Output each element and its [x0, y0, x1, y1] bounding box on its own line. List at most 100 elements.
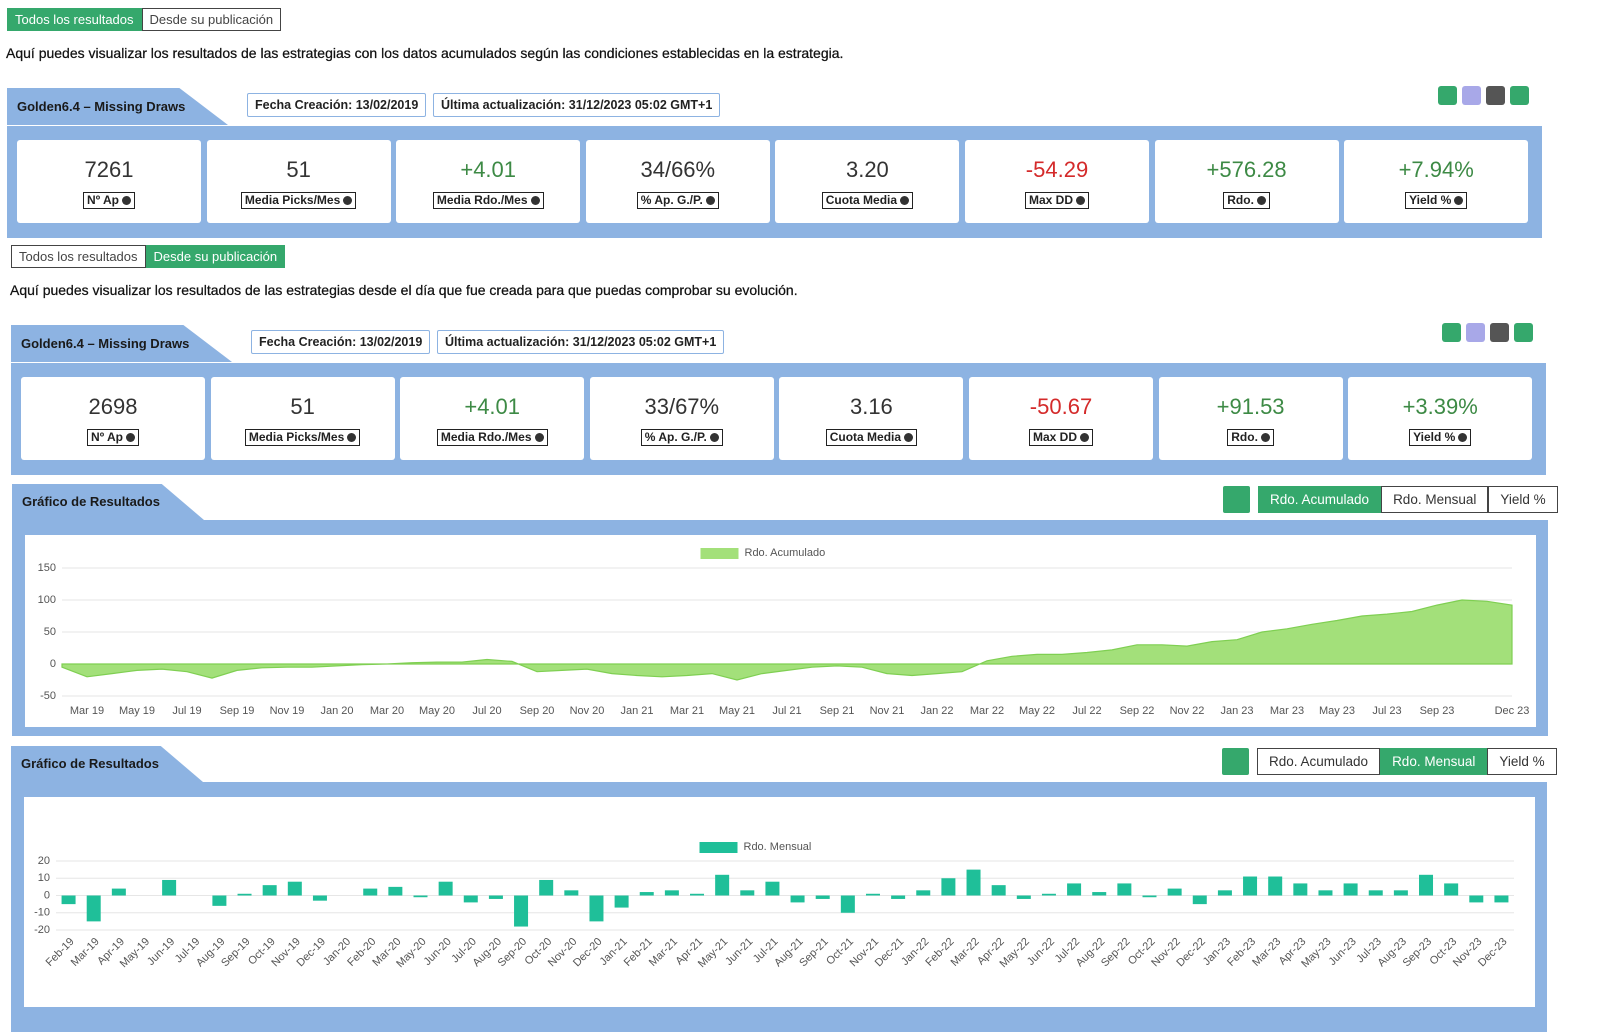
stat-label: Media Rdo./Mes	[432, 192, 544, 209]
stat-value: -54.29	[1025, 157, 1089, 182]
bar	[891, 895, 906, 899]
info-icon[interactable]	[530, 196, 540, 205]
stat-label: Nº Ap	[87, 429, 139, 446]
bar	[1393, 890, 1408, 896]
stat-value: 51	[286, 157, 311, 182]
x-tick-label: May 19	[119, 705, 155, 717]
bar	[312, 895, 327, 901]
info-icon[interactable]	[121, 196, 131, 205]
stat-box: +576.28 Rdo.	[1154, 140, 1339, 223]
chart: -50 0 50 100 150 Rdo. Acumulado Mar 19 May 19 Ju…	[25, 535, 1536, 727]
bar	[1469, 895, 1484, 903]
bar	[463, 895, 478, 903]
stat-label-text: Cuota Media	[829, 430, 902, 444]
bar	[941, 878, 956, 896]
y-tick-label: 10	[38, 872, 50, 884]
action-icon[interactable]	[1514, 323, 1533, 342]
x-tick-label: Jun-20	[422, 936, 454, 968]
intro-text: Aquí puedes visualizar los resultados de…	[10, 282, 798, 298]
action-icon[interactable]	[1486, 86, 1505, 105]
action-icon[interactable]	[1438, 86, 1457, 105]
bar	[438, 881, 453, 896]
info-icon[interactable]	[1260, 433, 1270, 442]
action-icon[interactable]	[1442, 323, 1461, 342]
y-tick-label: -20	[34, 924, 50, 936]
info-icon[interactable]	[709, 433, 719, 442]
stat-label-text: Yield %	[1413, 430, 1456, 444]
x-tick-label: Sep 23	[1420, 705, 1455, 717]
info-icon[interactable]	[343, 196, 353, 205]
bar	[664, 890, 679, 896]
chart-button[interactable]: Rdo. Acumulado	[1257, 748, 1381, 775]
bar	[690, 893, 705, 896]
y-tick-label: 20	[38, 855, 50, 867]
info-icon[interactable]	[904, 433, 914, 442]
bar	[1167, 888, 1182, 896]
x-tick-label: Jun-21	[723, 936, 755, 968]
stat-label: Media Picks/Mes	[244, 429, 361, 446]
info-icon[interactable]	[1076, 196, 1085, 205]
bar	[162, 879, 177, 896]
result-area	[61, 599, 1513, 681]
chart-button[interactable]: Rdo. Mensual	[1380, 748, 1488, 775]
download-button[interactable]	[1223, 486, 1250, 513]
info-icon[interactable]	[705, 196, 715, 205]
x-tick-label: Jul 21	[772, 705, 801, 717]
download-button[interactable]	[1222, 748, 1249, 775]
info-icon[interactable]	[900, 196, 910, 205]
stat-label: Rdo.	[1223, 192, 1270, 209]
bar	[916, 890, 931, 896]
stat-label: Rdo.	[1227, 429, 1274, 446]
tab[interactable]: Desde su publicación	[145, 245, 286, 268]
x-tick-label: Sep 22	[1120, 705, 1155, 717]
stat-label-text: Max DD	[1032, 430, 1077, 444]
x-tick-label: Nov 22	[1170, 705, 1205, 717]
stat-box: +91.53 Rdo.	[1158, 377, 1343, 460]
x-tick-label: Jul 19	[172, 705, 201, 717]
x-tick-label: Dec-19	[295, 936, 329, 970]
stat-label-text: Media Picks/Mes	[244, 193, 341, 207]
stat-label: Cuota Media	[825, 429, 918, 446]
legend-swatch	[699, 842, 738, 853]
stat-box: +7.94% Yield %	[1344, 140, 1529, 223]
stat-label-text: Media Rdo./Mes	[440, 430, 532, 444]
info-icon[interactable]	[125, 433, 135, 442]
info-icon[interactable]	[534, 433, 544, 442]
bar	[865, 893, 880, 896]
info-icon[interactable]	[1458, 433, 1468, 442]
info-icon[interactable]	[1454, 196, 1464, 205]
action-icon[interactable]	[1466, 323, 1485, 342]
tab[interactable]: Todos los resultados	[7, 8, 142, 31]
bar	[212, 895, 227, 906]
stat-value: +91.53	[1216, 394, 1285, 419]
stat-box: 3.20 Cuota Media	[775, 140, 960, 223]
stat-box: 3.16 Cuota Media	[779, 377, 964, 460]
info-icon[interactable]	[1256, 196, 1266, 205]
stat-label-text: Rdo.	[1227, 193, 1254, 207]
legend-label: Rdo. Mensual	[744, 841, 812, 853]
action-icon[interactable]	[1462, 86, 1481, 105]
chart-button[interactable]: Yield %	[1487, 748, 1557, 775]
info-icon[interactable]	[1080, 433, 1089, 442]
chart-button[interactable]: Yield %	[1488, 486, 1558, 513]
y-tick-label: 50	[44, 626, 56, 638]
bar	[1067, 883, 1082, 896]
chart-button[interactable]: Rdo. Mensual	[1381, 486, 1489, 513]
x-tick-label: Mar-21	[647, 936, 680, 969]
legend-label: Rdo. Acumulado	[745, 547, 826, 559]
bar	[1217, 890, 1232, 896]
x-tick-label: Sep 19	[220, 705, 255, 717]
stat-value: 3.16	[849, 394, 893, 419]
bar	[1243, 876, 1258, 896]
action-icon[interactable]	[1510, 86, 1529, 105]
created-date: Fecha Creación: 13/02/2019	[251, 330, 431, 354]
x-tick-label: Jan 21	[620, 705, 653, 717]
action-icon[interactable]	[1490, 323, 1509, 342]
info-icon[interactable]	[347, 433, 357, 442]
tab[interactable]: Desde su publicación	[141, 8, 282, 31]
tab[interactable]: Todos los resultados	[11, 245, 146, 268]
chart-button[interactable]: Rdo. Acumulado	[1258, 486, 1382, 513]
y-tick-label: -50	[40, 690, 56, 702]
bar	[1041, 893, 1056, 896]
